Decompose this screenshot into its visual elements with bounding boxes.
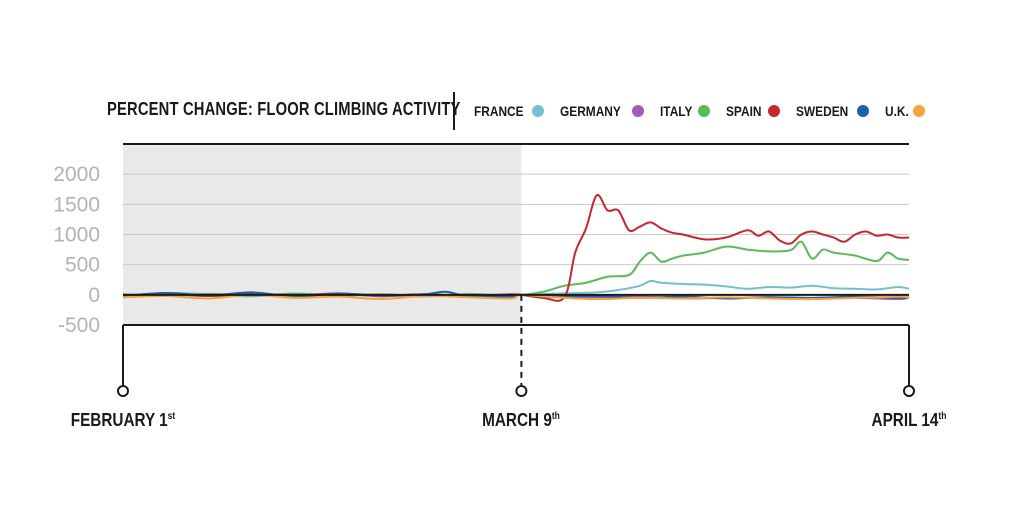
legend-dot (913, 105, 926, 117)
x-label: APRIL 14th (871, 410, 947, 430)
y-tick-label: 1000 (53, 224, 100, 247)
y-axis-ticks: 2000 1500 1000 500 0 -500 (53, 163, 100, 337)
legend-dot (698, 105, 711, 117)
legend-item: SWEDEN (795, 103, 870, 119)
legend-dot (631, 105, 644, 117)
legend-item: U.K. (885, 103, 926, 119)
y-tick-label: 0 (88, 284, 100, 307)
legend-item: SPAIN (726, 103, 780, 119)
legend-item: FRANCE (474, 103, 545, 119)
y-tick-label: 1500 (53, 193, 100, 216)
x-marker-circle (903, 385, 915, 397)
legend-dot (857, 105, 870, 117)
title-separator (453, 92, 455, 130)
x-marker-circle (515, 385, 528, 397)
legend-label: SPAIN (726, 103, 762, 119)
legend-label: U.K. (885, 103, 910, 119)
axes (117, 143, 915, 397)
gridlines (123, 173, 909, 266)
chart-title: PERCENT CHANGE: FLOOR CLIMBING ACTIVITY (107, 99, 461, 119)
x-label: FEBRUARY 1st (70, 410, 176, 430)
legend-label: GERMANY (560, 103, 622, 119)
legend-label: FRANCE (474, 103, 524, 119)
x-marker-circle (117, 385, 129, 397)
legend-item: ITALY (659, 103, 711, 119)
legend-item: GERMANY (560, 103, 644, 119)
y-tick-label: 2000 (53, 163, 100, 186)
legend: FRANCE GERMANY ITALY SPAIN SWEDEN U.K. (474, 103, 926, 119)
y-tick-label: -500 (58, 314, 100, 337)
y-tick-label: 500 (65, 254, 100, 277)
legend-label: SWEDEN (795, 103, 849, 119)
x-label: MARCH 9th (482, 410, 561, 430)
legend-dot (532, 105, 545, 117)
legend-label: ITALY (659, 103, 693, 119)
legend-dot (767, 105, 780, 117)
